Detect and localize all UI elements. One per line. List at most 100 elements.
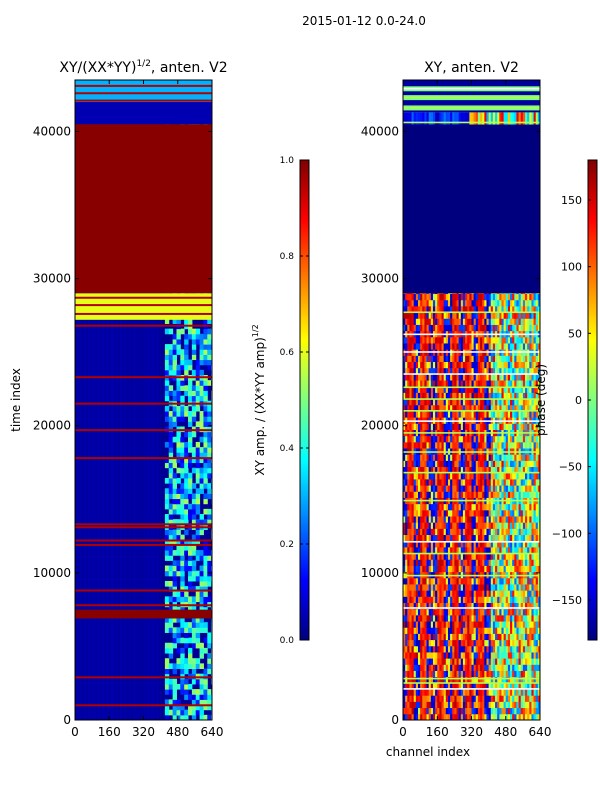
phase-cell [522, 584, 526, 591]
phase-cell [411, 491, 415, 498]
phase-cell [452, 645, 455, 653]
phase-cell [450, 608, 453, 616]
phase-cell [471, 472, 475, 480]
phase-cell [535, 627, 539, 634]
phase-cell [424, 664, 427, 671]
phase-cell [527, 670, 530, 678]
phase-cell [490, 411, 494, 418]
amplitude-cell [176, 591, 181, 597]
amplitude-cell [195, 477, 201, 484]
amplitude-cell [172, 359, 177, 366]
phase-cell [432, 664, 436, 671]
phase-cell [514, 664, 517, 671]
amplitude-cell [184, 622, 189, 628]
phase-cell [420, 633, 423, 641]
phase-cell [499, 590, 502, 597]
phase-cell [486, 608, 490, 616]
phase-cell [407, 633, 410, 641]
phase-cell [488, 509, 492, 517]
phase-cell [422, 491, 425, 498]
phase-cell [475, 386, 479, 393]
phase-cell [454, 479, 457, 486]
phase-cell [497, 633, 500, 641]
phase-cell [473, 652, 477, 659]
phase-cell [450, 695, 453, 702]
phase-cell [501, 689, 505, 696]
phase-cell [490, 546, 494, 554]
phase-cell [430, 565, 434, 573]
phase-cell [439, 645, 442, 653]
amplitude-cell [180, 658, 185, 664]
phase-cell [437, 546, 440, 554]
phase-cell [422, 454, 425, 461]
phase-cell [465, 546, 468, 554]
phase-cell [467, 380, 470, 387]
phase-cell [537, 707, 540, 715]
phase-cell [445, 509, 449, 517]
phase-cell [437, 553, 440, 560]
phase-cell [465, 491, 468, 498]
phase-cell [432, 608, 436, 616]
phase-cell [514, 460, 517, 468]
phase-cell [447, 577, 451, 585]
phase-cell [482, 472, 485, 480]
phase-cell [501, 658, 505, 665]
phase-cell [507, 479, 511, 486]
phase-cell [490, 608, 494, 616]
phase-cell [458, 664, 462, 671]
phase-cell [475, 633, 479, 641]
phase-cell [428, 503, 432, 511]
phase-cell [507, 509, 511, 517]
phase-cell [529, 621, 532, 628]
amplitude-cell [195, 457, 201, 464]
phase-cell [490, 553, 494, 560]
phase-cell [488, 546, 492, 554]
phase-cell [531, 361, 534, 369]
phase-cell [492, 602, 496, 610]
phase-cell [480, 701, 483, 709]
phase-cell [435, 411, 438, 418]
phase-cell [426, 398, 430, 406]
phase-cell [520, 645, 524, 653]
phase-cell [403, 577, 406, 585]
phase-cell [439, 398, 442, 406]
phase-cell [415, 423, 419, 430]
phase-cell [447, 713, 451, 720]
phase-cell [475, 546, 479, 554]
amplitude-cell [195, 385, 201, 391]
phase-cell [422, 540, 425, 548]
phase-cell [452, 392, 455, 400]
phase-cell [443, 361, 447, 369]
amplitude-cell [172, 689, 177, 695]
phase-cell [482, 435, 485, 443]
phase-cell [450, 441, 453, 449]
phase-cell [535, 367, 539, 375]
phase-cell [518, 472, 522, 480]
phase-cell [441, 392, 445, 400]
phase-cell [460, 466, 464, 474]
amplitude-cell [195, 359, 201, 366]
phase-cell [452, 479, 455, 486]
amplitude-cell [199, 519, 204, 525]
amplitude-cell [164, 328, 170, 335]
phase-cell [452, 398, 455, 406]
phase-cell [447, 361, 451, 369]
phase-cell [490, 534, 494, 542]
amplitude-streak [157, 80, 158, 720]
phase-cell [417, 584, 421, 591]
phase-cell [503, 411, 507, 418]
phase-cell [480, 577, 483, 585]
amplitude-title-main: XY/(XX*YY) [59, 60, 136, 76]
phase-cell [469, 614, 472, 622]
phase-cell [426, 676, 430, 684]
phase-cell [473, 441, 477, 449]
phase-cell [447, 670, 451, 678]
phase-cell [520, 423, 524, 430]
phase-cell [445, 645, 449, 653]
phase-cell [501, 670, 505, 678]
amplitude-flag-line [75, 92, 212, 95]
amplitude-cell [164, 354, 170, 361]
phase-cell [527, 392, 530, 400]
phase-cell [409, 404, 412, 412]
phase-cell [426, 645, 430, 653]
